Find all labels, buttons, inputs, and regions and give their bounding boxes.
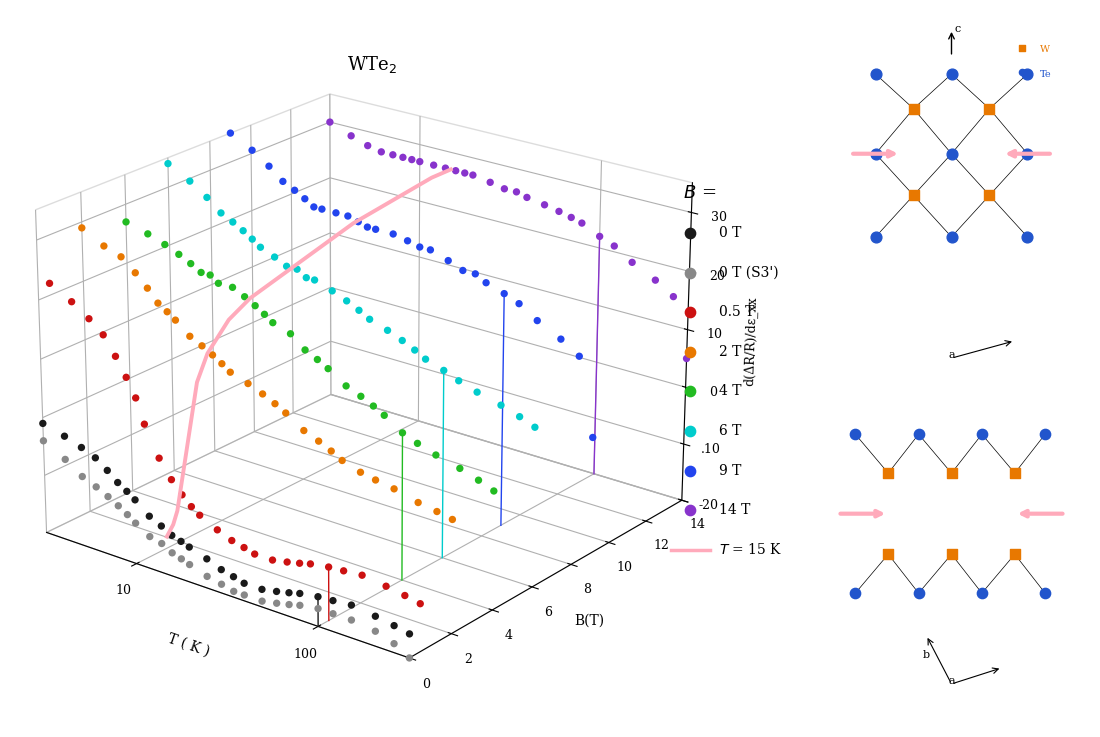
Point <box>1005 467 1023 479</box>
Point <box>867 148 884 160</box>
Point <box>847 587 865 599</box>
Point <box>943 231 960 242</box>
Point <box>904 103 922 115</box>
Text: $B$ =: $B$ = <box>683 184 716 202</box>
Point <box>1036 428 1054 440</box>
Point <box>943 148 960 160</box>
Text: 6 T: 6 T <box>719 424 741 438</box>
X-axis label: T ( K ): T ( K ) <box>166 632 212 659</box>
Text: 2 T: 2 T <box>719 345 741 359</box>
Point <box>867 231 884 242</box>
Text: c: c <box>954 24 960 34</box>
Point <box>1036 587 1054 599</box>
Text: $T$ = 15 K: $T$ = 15 K <box>719 542 783 557</box>
Point <box>867 69 884 80</box>
Point <box>974 587 991 599</box>
Point <box>1019 69 1036 80</box>
Text: a: a <box>948 676 955 686</box>
Text: 0 T: 0 T <box>719 226 741 240</box>
Text: Te: Te <box>1041 69 1052 79</box>
Point <box>974 428 991 440</box>
Point <box>1019 231 1036 242</box>
Text: 0.5 T: 0.5 T <box>719 305 755 319</box>
Text: b: b <box>923 650 930 660</box>
Point <box>910 428 927 440</box>
Text: 4 T: 4 T <box>719 385 741 399</box>
Text: a: a <box>948 350 955 360</box>
Point <box>1019 148 1036 160</box>
Point <box>981 103 999 115</box>
Point <box>943 548 960 560</box>
Text: W: W <box>1041 45 1050 55</box>
Y-axis label: B(T): B(T) <box>574 613 605 627</box>
Point <box>1013 66 1031 78</box>
Point <box>943 69 960 80</box>
Point <box>880 467 898 479</box>
Point <box>1013 42 1031 54</box>
Point <box>981 189 999 201</box>
Point <box>1005 548 1023 560</box>
Point <box>904 189 922 201</box>
Text: 9 T: 9 T <box>719 464 741 478</box>
Text: 14 T: 14 T <box>719 503 751 517</box>
Text: WTe$_2$: WTe$_2$ <box>346 54 397 75</box>
Text: 0 T (S3'): 0 T (S3') <box>719 265 779 279</box>
Point <box>847 428 865 440</box>
Point <box>910 587 927 599</box>
Point <box>943 467 960 479</box>
Point <box>880 548 898 560</box>
